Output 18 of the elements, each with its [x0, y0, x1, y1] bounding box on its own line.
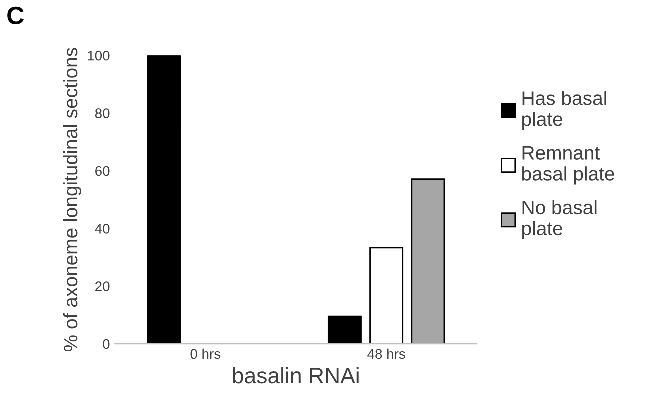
bar	[328, 316, 362, 344]
legend-label: Has basal plate	[522, 91, 606, 130]
x-tick-label: 0 hrs	[190, 348, 221, 360]
y-tick-label: 0	[103, 339, 110, 350]
legend-label: No basal plate	[522, 200, 597, 240]
bar	[370, 247, 404, 344]
y-tick-label: 100	[88, 50, 110, 61]
text: C	[8, 6, 24, 25]
x-tick-label: 48 hrs	[368, 348, 406, 360]
bar	[147, 56, 181, 344]
y-tick-label: 80	[95, 108, 110, 118]
bar	[411, 178, 446, 344]
y-axis-title: % of axoneme longitudinal sections	[63, 48, 82, 352]
y-tick-label: 20	[96, 282, 110, 292]
y-tick-label: 40	[95, 224, 110, 234]
legend-label: Remnant basal plate	[522, 146, 614, 185]
y-tick-label: 60	[96, 166, 110, 176]
x-axis-title: basalin RNAi	[233, 367, 359, 384]
